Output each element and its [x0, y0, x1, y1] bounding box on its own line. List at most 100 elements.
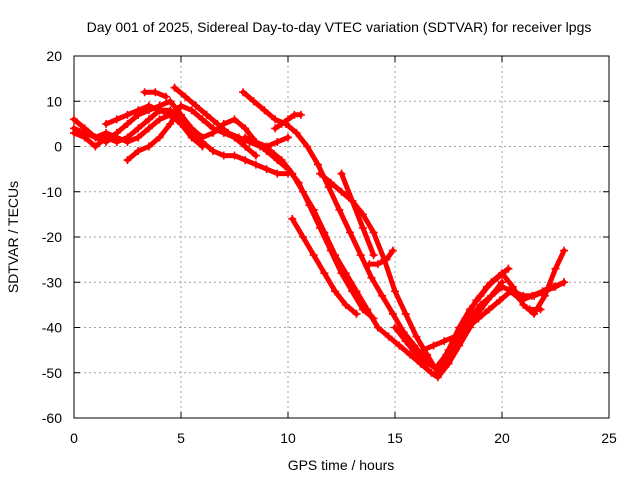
data-point-marker	[271, 124, 280, 133]
data-point-marker	[241, 124, 250, 133]
x-tick-label: 20	[494, 430, 510, 446]
data-point-marker	[461, 314, 470, 323]
data-point-marker	[134, 124, 143, 133]
data-point-marker	[162, 92, 171, 101]
data-point-marker	[316, 223, 325, 232]
data-point-marker	[401, 337, 410, 346]
data-point-marker	[498, 282, 506, 291]
data-point-marker	[341, 300, 350, 309]
data-point-marker	[123, 156, 132, 165]
data-point-marker	[530, 291, 539, 300]
data-point-marker	[352, 309, 361, 318]
x-tick-label: 25	[601, 430, 617, 446]
data-point-marker	[305, 201, 314, 210]
data-point-marker	[313, 160, 322, 169]
data-point-marker	[320, 269, 329, 278]
x-tick-label: 15	[387, 430, 403, 446]
data-point-marker	[519, 300, 528, 309]
data-point-marker	[284, 115, 292, 124]
data-point-marker	[401, 309, 410, 318]
data-point-marker	[198, 142, 207, 151]
data-point-marker	[181, 92, 190, 101]
data-point-marker	[388, 309, 397, 318]
data-series	[70, 83, 569, 382]
data-point-marker	[440, 337, 449, 346]
data-point-marker	[288, 214, 297, 223]
axis-ticks	[73, 55, 610, 419]
data-point-marker	[273, 137, 282, 146]
data-point-marker	[326, 246, 335, 255]
data-point-marker	[209, 124, 218, 133]
series-arc-11	[288, 214, 361, 318]
x-axis-label: GPS time / hours	[288, 457, 395, 473]
series-arc-13	[337, 169, 378, 260]
data-point-marker	[155, 106, 164, 115]
data-point-marker	[249, 97, 258, 106]
data-point-marker	[102, 128, 111, 137]
data-point-marker	[525, 305, 534, 314]
y-tick-label: 20	[46, 48, 62, 64]
data-point-marker	[356, 251, 365, 260]
data-point-marker	[239, 88, 248, 97]
data-point-marker	[112, 133, 121, 142]
data-point-marker	[493, 273, 502, 282]
data-point-marker	[134, 133, 143, 142]
data-point-marker	[241, 133, 250, 142]
data-point-marker	[412, 350, 421, 359]
data-point-marker	[187, 106, 196, 115]
data-point-marker	[337, 169, 346, 178]
series-trace	[339, 171, 377, 258]
data-point-marker	[418, 346, 427, 355]
data-point-marker	[303, 142, 312, 151]
series-arc-6	[140, 88, 171, 101]
data-point-marker	[472, 296, 481, 305]
data-point-marker	[395, 341, 404, 350]
data-point-marker	[260, 106, 269, 115]
data-point-marker	[316, 169, 325, 178]
x-tick-label: 0	[70, 430, 78, 446]
y-tick-label: -20	[42, 229, 62, 245]
data-point-marker	[134, 106, 143, 115]
data-point-marker	[230, 115, 239, 124]
data-point-marker	[123, 110, 132, 119]
data-point-marker	[450, 332, 459, 341]
data-point-marker	[384, 332, 393, 341]
series-arc-4	[102, 101, 196, 137]
y-axis-label: SDTVAR / TECUs	[5, 181, 21, 293]
data-point-marker	[391, 287, 399, 296]
data-point-marker	[483, 282, 492, 291]
data-point-marker	[198, 115, 207, 124]
data-point-marker	[365, 260, 374, 269]
y-tick-label: -30	[42, 274, 62, 290]
data-point-marker	[170, 83, 179, 92]
y-tick-label: -10	[42, 184, 62, 200]
data-point-marker	[326, 178, 335, 187]
data-point-marker	[273, 169, 282, 178]
data-point-marker	[251, 151, 260, 160]
data-point-marker	[337, 187, 346, 196]
data-point-marker	[504, 264, 513, 273]
data-point-marker	[91, 133, 100, 142]
data-point-marker	[251, 137, 260, 146]
data-point-marker	[262, 165, 271, 174]
data-point-marker	[112, 115, 121, 124]
data-point-marker	[70, 124, 78, 133]
y-tick-label: -60	[42, 410, 62, 426]
y-tick-label: 10	[46, 93, 62, 109]
data-point-marker	[388, 246, 397, 255]
series-trace	[240, 89, 567, 371]
data-point-marker	[348, 196, 357, 205]
series-arc-8	[239, 88, 569, 373]
data-point-marker	[369, 314, 378, 323]
series-trace	[172, 85, 505, 380]
data-point-marker	[412, 332, 421, 341]
data-point-marker	[367, 273, 376, 282]
data-point-marker	[373, 323, 382, 332]
data-point-marker	[324, 183, 333, 192]
data-point-marker	[277, 119, 286, 128]
data-point-marker	[560, 246, 569, 255]
series-trace	[366, 248, 396, 267]
data-point-marker	[91, 142, 100, 151]
data-point-marker	[508, 282, 517, 291]
